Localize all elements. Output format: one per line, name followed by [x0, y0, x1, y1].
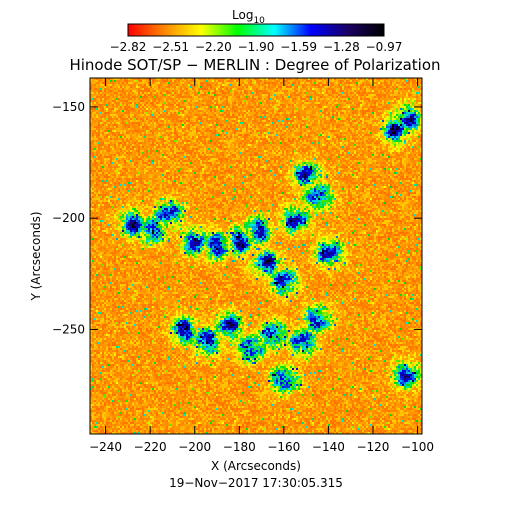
polarization-heatmap — [90, 78, 422, 434]
timestamp: 19−Nov−2017 17:30:05.315 — [169, 476, 343, 490]
y-tick-label: −200 — [52, 211, 85, 225]
y-tick-label: −150 — [52, 100, 85, 114]
x-axis: −240 −220 −200 −180 −160 −140 −120 −100 — [89, 78, 434, 454]
x-tick-label: −120 — [356, 440, 389, 454]
x-tick-label: −160 — [267, 440, 300, 454]
colorbar-tick-label: −2.51 — [152, 40, 189, 54]
x-tick-label: −100 — [401, 440, 434, 454]
x-tick-label: −140 — [312, 440, 345, 454]
x-tick-label: −240 — [89, 440, 122, 454]
colorbar-label-subscript: 10 — [253, 16, 265, 26]
colorbar-tick-label: −2.82 — [110, 40, 147, 54]
chart-title: Hinode SOT/SP − MERLIN : Degree of Polar… — [69, 56, 440, 74]
x-axis-label: X (Arcseconds) — [211, 459, 301, 473]
colorbar-tick-label: −2.20 — [195, 40, 232, 54]
x-tick-label: −180 — [223, 440, 256, 454]
y-axis: −150 −200 −250 — [52, 100, 422, 336]
colorbar-gradient — [127, 23, 385, 37]
x-tick-label: −220 — [134, 440, 167, 454]
colorbar-tick-label: −1.59 — [280, 40, 317, 54]
plot-frame — [89, 77, 423, 435]
colorbar-label-base: Log — [232, 8, 253, 22]
colorbar-tick-label: −0.97 — [366, 40, 403, 54]
x-tick-label: −200 — [178, 440, 211, 454]
colorbar-label: Log10 — [232, 8, 265, 26]
colorbar-tick-labels: −2.82 −2.51 −2.20 −1.90 −1.59 −1.28 −0.97 — [110, 40, 403, 54]
y-axis-label: Y (Arcseconds) — [29, 211, 43, 301]
colorbar-tick-label: −1.90 — [238, 40, 275, 54]
colorbar-tick-label: −1.28 — [323, 40, 360, 54]
colorbar: Log10 −2.82 −2.51 −2.20 −1.90 −1.59 −1.28 −0.9… — [110, 8, 403, 54]
y-tick-label: −250 — [52, 322, 85, 336]
plot-area: −240 −220 −200 −180 −160 −140 −120 −100 −150 −20… — [52, 77, 434, 454]
